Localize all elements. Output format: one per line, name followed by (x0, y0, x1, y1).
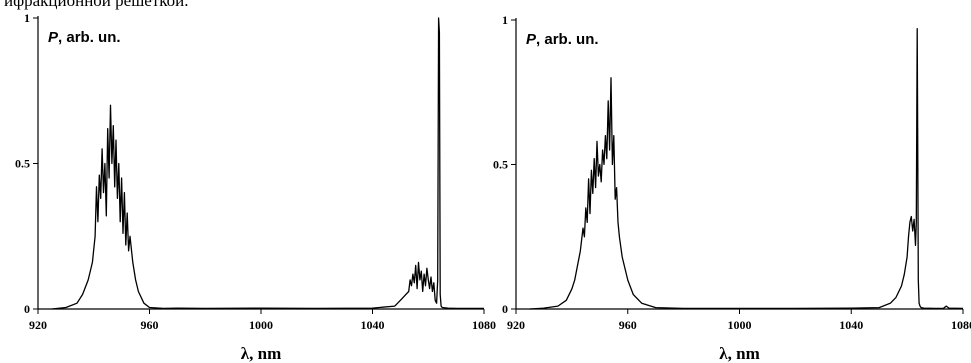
y-tick-label: 1 (502, 13, 508, 27)
y-axis-label-symbol: P (526, 31, 537, 48)
y-tick-label: 0 (502, 302, 508, 316)
y-tick-label: 0 (24, 302, 30, 316)
y-axis-label-symbol: P (48, 29, 59, 46)
x-axis-label: λ, nm (241, 344, 281, 363)
x-tick-label: 1040 (839, 318, 863, 332)
y-tick-label: 0.5 (493, 158, 508, 172)
x-tick-label: 1080 (472, 318, 496, 332)
x-tick-label: 920 (29, 318, 47, 332)
spectrum-line (529, 28, 964, 310)
x-axis-label: λ, nm (719, 344, 759, 363)
x-tick-label: 1000 (728, 318, 752, 332)
y-axis-label: P, arb. un. (526, 31, 599, 48)
y-axis-label-unit: , arb. un. (58, 29, 121, 46)
y-axis-label: P, arb. un. (48, 29, 121, 46)
y-axis-label-unit: , arb. un. (536, 31, 599, 48)
x-tick-label: 1080 (951, 318, 971, 332)
caption-fragment: ифракционной решеткой. (4, 0, 189, 10)
y-tick-label: 1 (24, 11, 30, 25)
spectrum-line (51, 17, 484, 310)
y-tick-label: 0.5 (15, 157, 30, 171)
chart-left: 920 960 1000 1040 1080 0 0.5 1 P, arb. un. λ, nm (15, 11, 496, 363)
x-tick-label: 1000 (249, 318, 273, 332)
chart-right: 920 960 1000 1040 1080 0 0.5 1 P, arb. un. λ, nm (493, 13, 971, 363)
x-tick-label: 1040 (361, 318, 385, 332)
x-tick-label: 960 (619, 318, 637, 332)
x-tick-label: 920 (507, 318, 525, 332)
x-tick-label: 960 (141, 318, 159, 332)
